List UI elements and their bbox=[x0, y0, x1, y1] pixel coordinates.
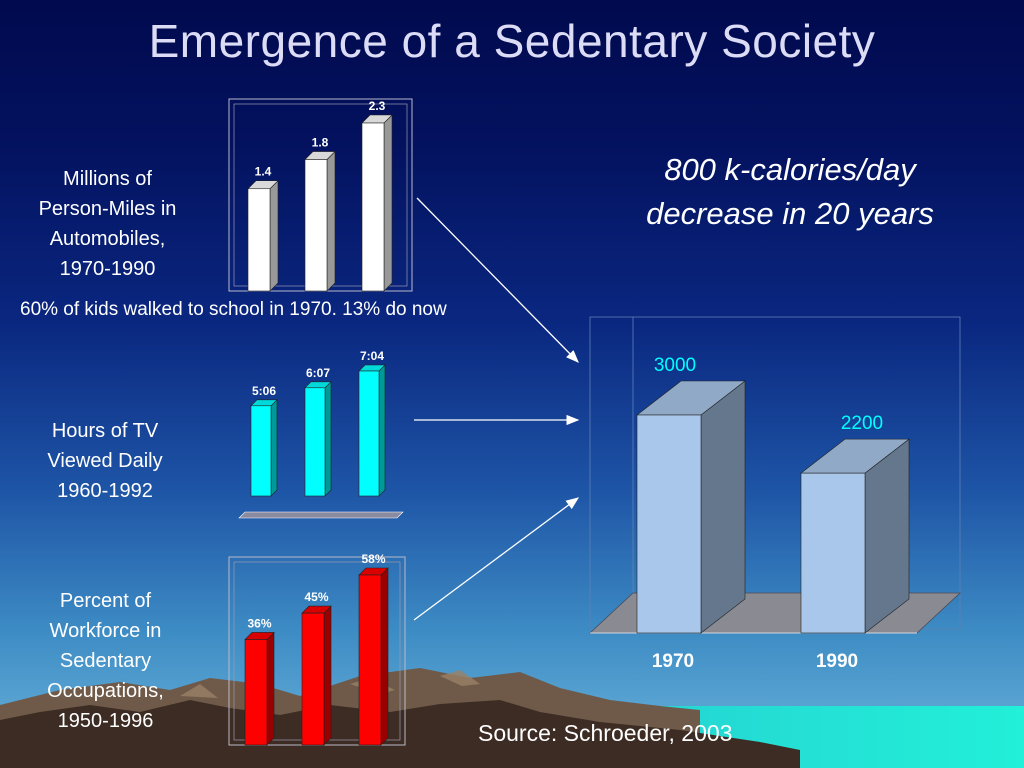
auto-miles-chart: 1.4 1.8 2.3 bbox=[228, 98, 413, 292]
data-label: 2200 bbox=[841, 413, 883, 434]
bar-front bbox=[244, 639, 268, 746]
bar-front bbox=[304, 159, 328, 292]
data-label: 45% bbox=[304, 590, 328, 604]
data-label: 1.8 bbox=[312, 136, 329, 150]
data-label: 58% bbox=[361, 552, 385, 566]
bar-side bbox=[270, 399, 278, 497]
category-label: 1990 bbox=[816, 651, 858, 672]
bar-side bbox=[269, 180, 279, 292]
bar-side bbox=[323, 605, 332, 746]
bar-front bbox=[358, 370, 380, 497]
category-label: 1970 bbox=[652, 651, 694, 672]
walk-to-school-note: 60% of kids walked to school in 1970. 13… bbox=[20, 299, 447, 320]
bar-side bbox=[324, 381, 332, 497]
bar-front bbox=[301, 612, 325, 746]
tv-hours-chart: 5:06 6:07 7:04 bbox=[238, 349, 404, 519]
data-label: 5:06 bbox=[252, 384, 276, 398]
data-label: 6:07 bbox=[306, 366, 330, 380]
label-line: 1970-1990 bbox=[59, 258, 156, 280]
bar-front bbox=[250, 405, 272, 497]
bar bbox=[304, 381, 332, 497]
bar-side bbox=[380, 567, 389, 746]
label-line: Viewed Daily bbox=[47, 450, 163, 472]
bar bbox=[636, 380, 746, 634]
label-line: Automobiles, bbox=[49, 228, 166, 250]
label-sedentary-workforce: Percent of Workforce in Sedentary Occupa… bbox=[18, 586, 193, 736]
bar-side bbox=[383, 114, 393, 292]
bar-front bbox=[247, 188, 271, 292]
bar bbox=[800, 438, 910, 634]
bar-side bbox=[266, 631, 275, 746]
label-line: Millions of bbox=[63, 168, 152, 190]
source-citation: Source: Schroeder, 2003 bbox=[478, 720, 733, 746]
note-line: decrease in 20 years bbox=[646, 196, 934, 231]
bar-side bbox=[326, 150, 336, 292]
bar bbox=[361, 114, 393, 292]
bar-front bbox=[361, 122, 385, 292]
bar-front bbox=[358, 574, 382, 746]
bar bbox=[247, 180, 279, 292]
label-line: Sedentary bbox=[59, 650, 152, 672]
bar bbox=[358, 567, 389, 746]
bar-front bbox=[800, 472, 866, 634]
bar-side bbox=[378, 364, 386, 497]
sedentary-workforce-chart: 36% 45% 58% bbox=[228, 552, 406, 746]
data-label: 36% bbox=[247, 616, 271, 630]
label-line: Occupations, bbox=[47, 680, 164, 702]
label-line: Hours of TV bbox=[51, 420, 159, 442]
label-line: 1960-1992 bbox=[57, 480, 153, 502]
bar bbox=[250, 399, 278, 497]
data-label: 2.3 bbox=[369, 99, 386, 113]
data-label: 1.4 bbox=[255, 165, 272, 179]
calories-chart: 3000 1970 2200 1990 bbox=[588, 316, 962, 672]
mountain-highlights bbox=[180, 670, 480, 698]
label-person-miles: Millions of Person-Miles in Automobiles,… bbox=[10, 164, 205, 284]
bar bbox=[304, 150, 336, 292]
data-label: 3000 bbox=[654, 355, 696, 376]
calorie-decrease-note: 800 k-calories/day decrease in 20 years bbox=[590, 148, 990, 236]
label-line: Percent of bbox=[59, 590, 152, 612]
label-line: 1950-1996 bbox=[57, 710, 154, 732]
data-label: 7:04 bbox=[360, 349, 384, 363]
label-line: Person-Miles in bbox=[38, 198, 177, 220]
label-line: Workforce in bbox=[49, 620, 162, 642]
bar bbox=[301, 605, 332, 746]
slide-title: Emergence of a Sedentary Society bbox=[148, 15, 876, 67]
bar-front bbox=[636, 414, 702, 634]
label-tv-hours: Hours of TV Viewed Daily 1960-1992 bbox=[20, 416, 190, 506]
note-line: 800 k-calories/day bbox=[664, 152, 916, 187]
bar-side bbox=[700, 380, 746, 634]
chart-floor bbox=[238, 511, 404, 519]
bar bbox=[358, 364, 386, 497]
bar-front bbox=[304, 387, 326, 497]
bar bbox=[244, 631, 275, 746]
